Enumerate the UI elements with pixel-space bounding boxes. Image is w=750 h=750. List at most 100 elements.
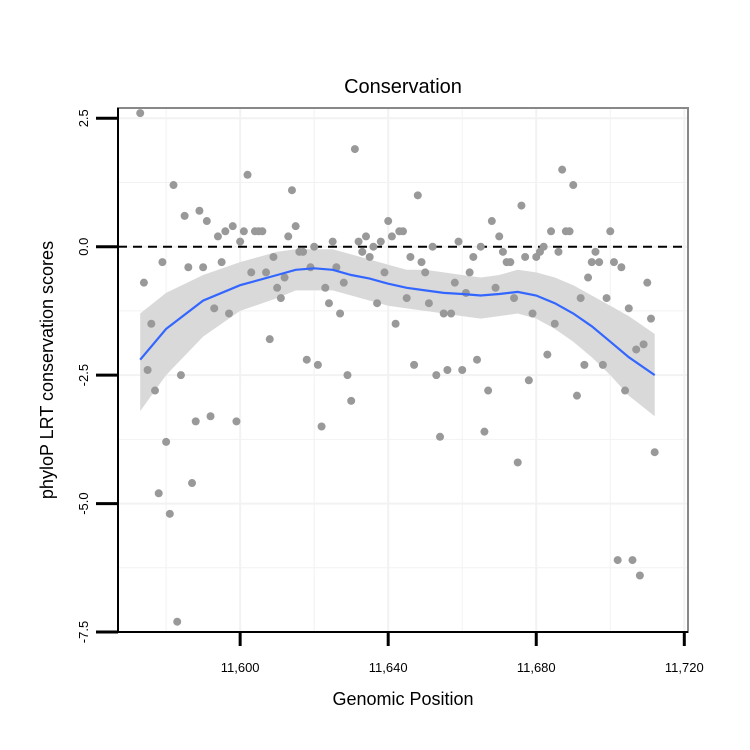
data-point (265, 335, 274, 344)
data-point (225, 309, 234, 318)
data-point (413, 191, 422, 200)
data-point (247, 268, 256, 277)
data-point (162, 437, 171, 446)
data-point (143, 366, 152, 374)
data-point (287, 186, 296, 195)
data-point (569, 181, 578, 190)
data-point (650, 448, 659, 457)
data-point (199, 263, 208, 272)
data-point (347, 396, 356, 405)
data-point (217, 258, 226, 267)
confidence-ribbon (140, 249, 655, 417)
data-point (147, 319, 156, 328)
data-point (273, 283, 282, 292)
data-point (454, 237, 463, 246)
data-point (480, 427, 489, 436)
data-point (436, 432, 445, 441)
data-point (236, 237, 245, 246)
data-point (624, 304, 633, 313)
data-point (239, 227, 248, 236)
data-point (173, 617, 182, 626)
data-point (221, 227, 230, 236)
data-point (476, 242, 485, 251)
data-point (232, 417, 241, 426)
data-point (443, 366, 452, 374)
data-point (421, 268, 430, 277)
data-point (350, 145, 359, 154)
data-point (202, 217, 211, 226)
data-point (606, 227, 615, 236)
data-point (621, 386, 630, 395)
data-point (609, 258, 618, 267)
data-point (328, 237, 337, 246)
data-point (406, 252, 415, 261)
data-point (284, 232, 293, 241)
data-point (506, 258, 515, 267)
x-axis-ticks: 11,600 11,640 11,680 11,720 (221, 632, 704, 675)
data-point (213, 232, 222, 241)
y-tick-label: -5.0 (76, 492, 91, 514)
data-point (487, 217, 496, 226)
data-point (565, 227, 574, 236)
data-point (354, 237, 363, 246)
data-point (361, 232, 370, 241)
data-point (428, 242, 437, 251)
data-point (228, 222, 237, 231)
data-point (321, 283, 330, 292)
data-point (598, 360, 607, 369)
data-point (484, 386, 493, 395)
data-point (539, 242, 548, 251)
data-point (139, 278, 148, 287)
data-point (165, 509, 174, 518)
x-axis: 11,600 11,640 11,680 11,720 (118, 631, 704, 675)
data-points (136, 109, 659, 626)
data-point (447, 309, 456, 318)
data-point (369, 242, 378, 251)
x-tick-label: 11,680 (517, 660, 556, 675)
data-point (498, 247, 507, 256)
y-axis-label: phyloP LRT conservation scores (37, 241, 57, 499)
data-point (291, 222, 300, 231)
data-point (376, 237, 385, 246)
data-point (543, 350, 552, 359)
data-point (517, 201, 526, 210)
y-axis: 2.5 0.0 -2.5 -5.0 -7.5 (76, 108, 119, 643)
data-point (602, 294, 611, 303)
data-point (313, 360, 322, 369)
data-point (180, 211, 189, 220)
data-point (384, 217, 393, 226)
data-point (258, 227, 267, 236)
data-point (643, 278, 652, 287)
data-point (302, 355, 311, 364)
data-point (424, 299, 433, 308)
data-point (473, 355, 482, 364)
panel-background (118, 108, 688, 632)
data-point (595, 258, 604, 267)
data-point (432, 371, 441, 380)
data-point (461, 288, 470, 297)
data-point (310, 242, 319, 251)
data-point (410, 360, 419, 369)
data-point (210, 304, 219, 313)
data-point (188, 479, 197, 488)
data-point (617, 263, 626, 272)
data-point (524, 376, 533, 385)
x-tick-label: 11,600 (221, 660, 260, 675)
data-point (580, 360, 589, 369)
data-point (276, 294, 285, 303)
data-point (646, 314, 655, 323)
data-point (402, 294, 411, 303)
data-point (628, 556, 637, 565)
y-tick-label: -2.5 (76, 364, 91, 386)
data-point (639, 340, 648, 349)
data-point (635, 571, 644, 580)
data-point (324, 299, 333, 308)
data-point (399, 227, 407, 236)
data-point (513, 458, 522, 467)
data-point (195, 206, 204, 215)
data-point (269, 252, 278, 261)
data-point (510, 294, 519, 303)
data-point (317, 422, 326, 431)
data-point (391, 319, 400, 328)
data-point (365, 252, 374, 261)
